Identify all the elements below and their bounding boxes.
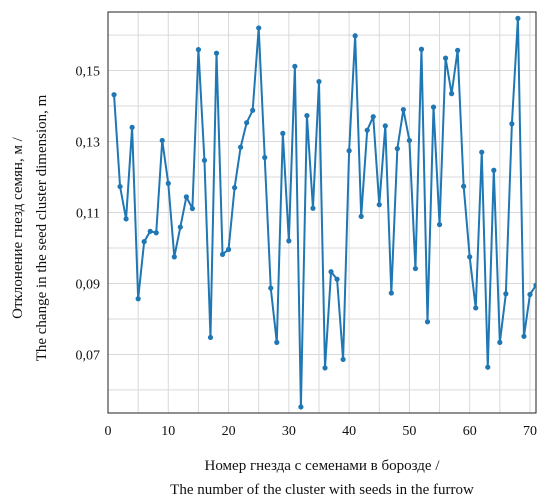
data-point <box>436 221 443 228</box>
data-point <box>207 334 214 341</box>
data-point <box>322 365 328 371</box>
data-point <box>364 127 370 133</box>
data-point <box>298 404 304 410</box>
data-point <box>147 228 153 234</box>
data-point <box>358 213 364 220</box>
tick-labels: 0 10 20 30 40 50 60 70 0,07 0,09 0,11 0,13 0,15 <box>76 65 537 439</box>
data-point <box>521 333 527 339</box>
data-point <box>165 180 171 187</box>
data-point <box>412 265 419 272</box>
y-axis-title-line1: Отклонение гнезд семян, м / <box>10 136 26 319</box>
data-point <box>328 269 334 275</box>
data-point <box>310 205 316 211</box>
data-point <box>400 106 406 113</box>
data-point <box>340 356 346 363</box>
data-point <box>346 148 352 154</box>
y-axis-title-line2: The change in the seed cluster dimension… <box>34 94 50 361</box>
data-point <box>286 238 292 244</box>
data-point <box>201 157 208 163</box>
data-point <box>539 316 544 321</box>
data-point <box>527 291 533 298</box>
x-tick-label: 20 <box>222 424 236 439</box>
data-point <box>533 282 536 288</box>
data-point <box>394 146 400 152</box>
data-point <box>195 47 202 53</box>
data-point <box>334 276 340 282</box>
x-tick-label: 40 <box>342 424 356 439</box>
data-point <box>509 121 515 127</box>
data-point <box>159 137 165 144</box>
data-point <box>238 144 244 150</box>
data-point <box>418 46 425 52</box>
x-tick-label: 30 <box>282 424 296 439</box>
x-tick-label: 0 <box>105 424 112 439</box>
data-point <box>370 114 376 120</box>
y-tick-label: 0,15 <box>76 65 101 80</box>
data-point <box>256 25 262 31</box>
data-point <box>280 130 286 136</box>
data-point <box>455 47 461 53</box>
series-group <box>111 15 544 410</box>
data-point <box>442 55 449 61</box>
x-axis-title-line1: Номер гнезда с семенами в борозде / <box>205 458 441 474</box>
series-line <box>113 17 536 408</box>
plot-frame <box>107 11 537 414</box>
y-tick-label: 0,09 <box>76 277 101 292</box>
data-point <box>189 205 195 212</box>
data-point <box>213 50 220 56</box>
data-point <box>231 185 238 191</box>
data-point <box>461 183 467 189</box>
data-point <box>430 104 437 110</box>
x-axis-title-line2: The number of the cluster with seeds in … <box>170 482 474 498</box>
data-point <box>250 107 256 113</box>
data-point <box>388 290 394 296</box>
x-tick-label: 60 <box>463 424 477 439</box>
data-point <box>424 319 431 325</box>
data-point <box>183 194 189 200</box>
data-point <box>503 291 509 297</box>
data-point <box>111 92 117 98</box>
data-point <box>467 254 473 260</box>
data-point <box>479 149 485 155</box>
y-tick-label: 0,07 <box>76 348 101 363</box>
data-point <box>473 305 479 311</box>
data-point <box>316 78 322 85</box>
data-point <box>274 339 280 345</box>
data-point <box>406 137 413 144</box>
data-point <box>153 230 159 236</box>
data-point <box>268 285 274 291</box>
data-point <box>117 183 123 190</box>
data-point <box>219 251 226 257</box>
y-tick-label: 0,13 <box>76 136 101 151</box>
data-point <box>497 339 503 345</box>
data-point <box>141 238 147 245</box>
data-point <box>292 63 298 69</box>
data-point <box>171 254 177 260</box>
data-point <box>262 154 268 161</box>
data-point <box>304 113 310 119</box>
data-point <box>225 246 232 253</box>
data-point <box>491 167 497 173</box>
data-point <box>123 216 129 222</box>
data-point <box>135 296 141 302</box>
y-tick-label: 0,11 <box>76 207 100 222</box>
data-point <box>449 91 455 97</box>
data-point <box>177 224 183 230</box>
data-point <box>376 202 382 208</box>
data-point <box>515 15 521 21</box>
data-point <box>352 33 358 39</box>
x-tick-label: 50 <box>402 424 416 439</box>
x-tick-label: 70 <box>523 424 537 439</box>
data-point <box>129 124 135 130</box>
data-point <box>244 120 250 126</box>
data-point <box>382 123 388 129</box>
x-tick-label: 10 <box>161 424 175 439</box>
data-point <box>485 364 491 370</box>
